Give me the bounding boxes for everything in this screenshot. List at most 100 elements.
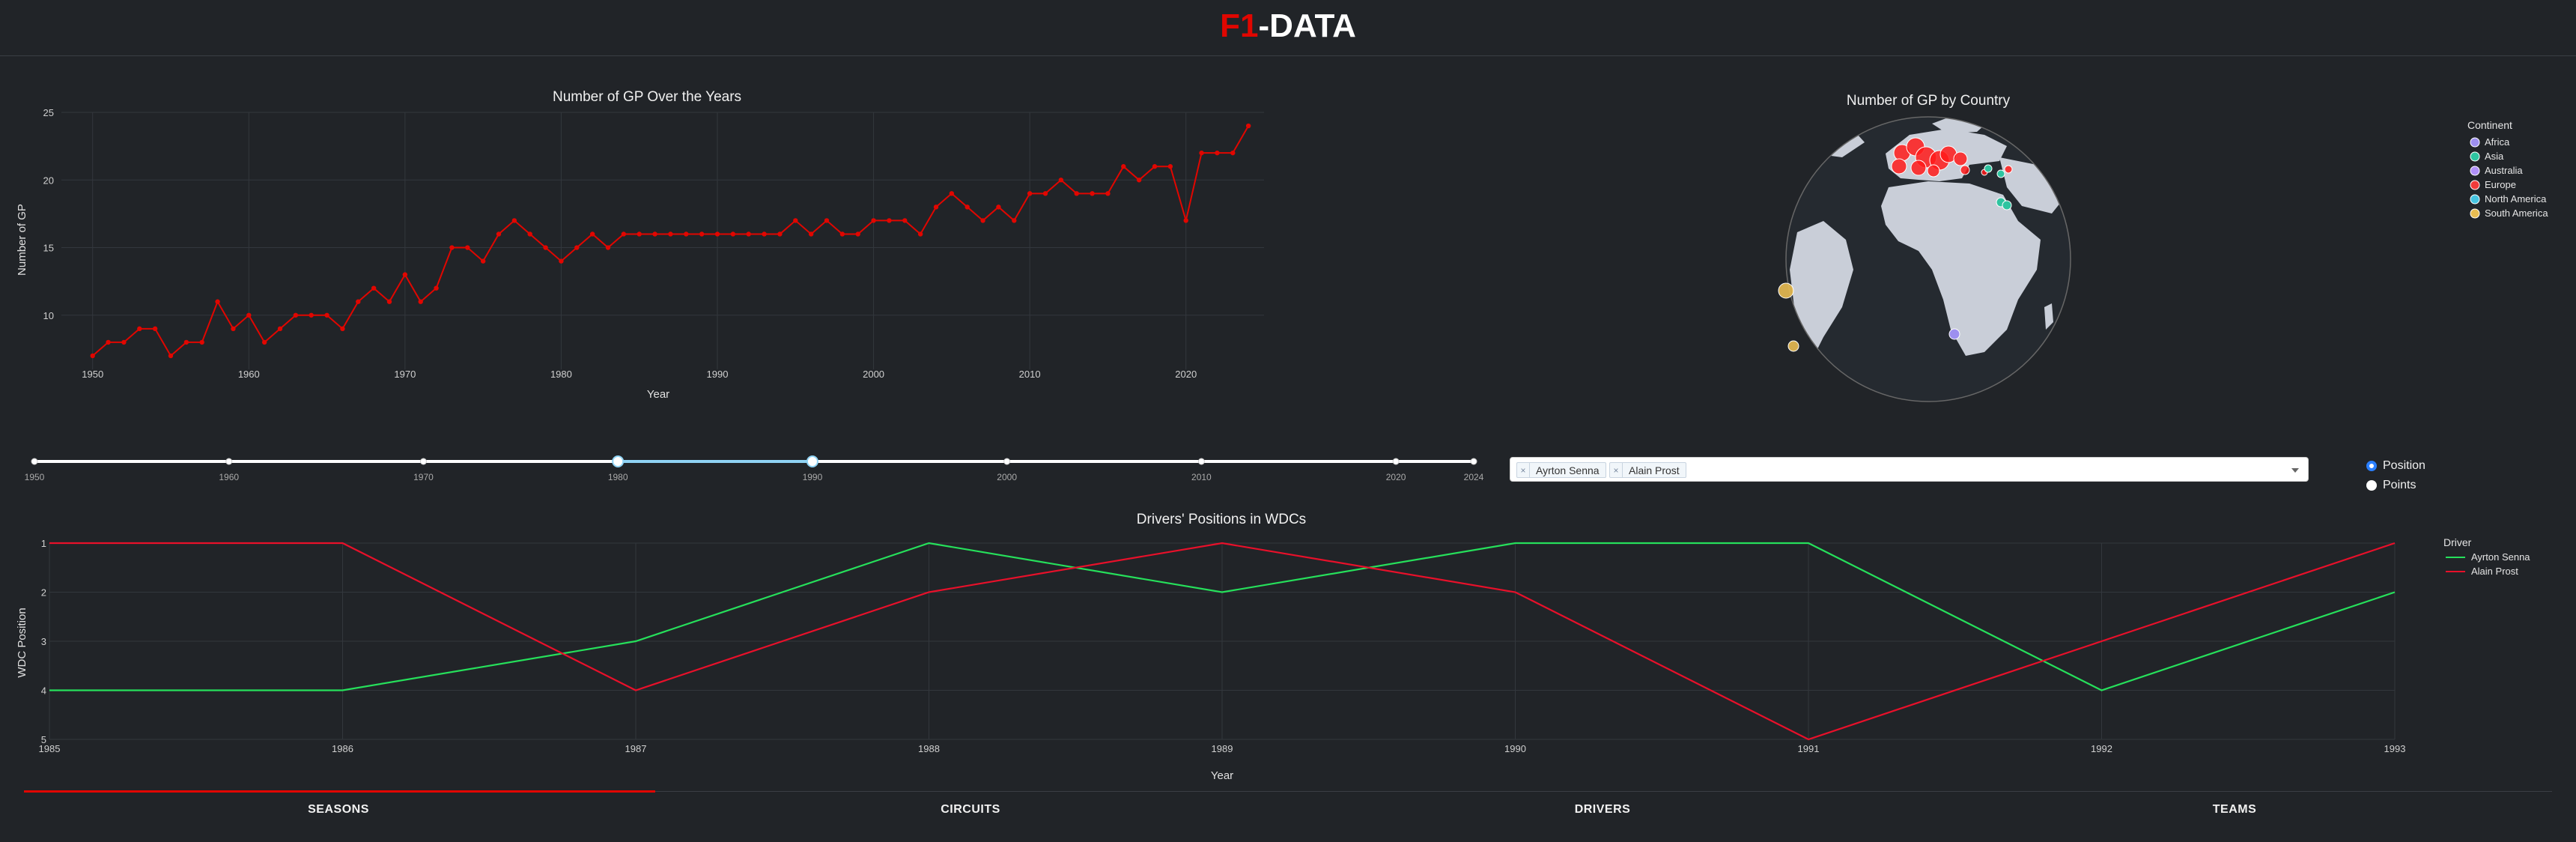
driver-chip[interactable]: × Ayrton Senna xyxy=(1516,462,1606,478)
tab-seasons[interactable]: SEASONS xyxy=(308,803,369,816)
slider-mark-label[interactable]: 2010 xyxy=(1191,472,1212,482)
wdc-series-line[interactable] xyxy=(49,542,2396,741)
gp-data-point[interactable] xyxy=(511,218,517,223)
gp-data-point[interactable] xyxy=(746,231,751,237)
tab-drivers[interactable]: DRIVERS xyxy=(1574,803,1631,816)
gp-data-point[interactable] xyxy=(137,326,142,332)
gp-data-point[interactable] xyxy=(871,218,876,223)
gp-marker-south-america[interactable] xyxy=(1778,282,1794,299)
gp-data-point[interactable] xyxy=(684,231,689,237)
gp-data-point[interactable] xyxy=(1230,150,1236,156)
gp-data-point[interactable] xyxy=(231,326,236,332)
gp-marker-south-america[interactable] xyxy=(1787,340,1799,352)
radio-selected-icon[interactable] xyxy=(2366,461,2377,471)
gp-data-point[interactable] xyxy=(1058,178,1064,183)
slider-mark-dot[interactable] xyxy=(31,458,38,465)
gp-data-point[interactable] xyxy=(980,218,985,223)
gp-data-point[interactable] xyxy=(324,312,329,318)
gp-marker[interactable] xyxy=(2004,165,2013,174)
gp-data-point[interactable] xyxy=(356,299,361,304)
gp-data-point[interactable] xyxy=(1012,218,1017,223)
gp-marker[interactable] xyxy=(1953,151,1968,166)
gp-data-point[interactable] xyxy=(1136,178,1142,183)
gp-data-point[interactable] xyxy=(465,245,470,250)
gp-data-point[interactable] xyxy=(1199,150,1204,156)
gp-data-point[interactable] xyxy=(605,245,611,250)
gp-marker[interactable] xyxy=(1910,160,1927,176)
gp-marker-asia[interactable] xyxy=(2002,200,2012,210)
gp-data-point[interactable] xyxy=(714,231,720,237)
gp-data-point[interactable] xyxy=(652,231,657,237)
gp-data-point[interactable] xyxy=(1167,164,1173,169)
gp-data-point[interactable] xyxy=(106,339,111,345)
gp-data-point[interactable] xyxy=(793,218,798,223)
gp-data-point[interactable] xyxy=(434,285,439,291)
gp-data-point[interactable] xyxy=(152,326,158,332)
driver-chip[interactable]: × Alain Prost xyxy=(1609,462,1686,478)
legend-label[interactable]: Europe xyxy=(2485,179,2516,190)
legend-label[interactable]: Australia xyxy=(2485,165,2523,176)
slider-mark-label[interactable]: 2020 xyxy=(1386,472,1406,482)
wdc-legend-label[interactable]: Ayrton Senna xyxy=(2471,551,2530,563)
gp-data-point[interactable] xyxy=(996,205,1001,210)
gp-data-point[interactable] xyxy=(933,205,939,210)
gp-data-point[interactable] xyxy=(449,245,455,250)
gp-data-point[interactable] xyxy=(480,258,486,264)
wdc-series-line[interactable] xyxy=(49,542,2396,691)
gp-data-point[interactable] xyxy=(543,245,548,250)
gp-data-point[interactable] xyxy=(589,231,595,237)
gp-data-point[interactable] xyxy=(527,231,532,237)
gp-marker-asia[interactable] xyxy=(1996,169,2005,178)
slider-mark-dot[interactable] xyxy=(419,458,427,465)
gp-data-point[interactable] xyxy=(1215,150,1220,156)
gp-data-point[interactable] xyxy=(340,326,345,332)
gp-data-point[interactable] xyxy=(121,339,127,345)
radio-unselected-icon[interactable] xyxy=(2366,480,2377,491)
gp-data-point[interactable] xyxy=(887,218,892,223)
slider-handle-end[interactable] xyxy=(806,455,818,467)
slider-mark-label[interactable]: 1980 xyxy=(608,472,628,482)
year-range-slider[interactable]: 1950 1960 1970 1980 1990 2000 2010 2020 2024 xyxy=(0,446,1498,484)
gp-data-point[interactable] xyxy=(309,312,314,318)
gp-by-country-map[interactable]: Number of GP by Country xyxy=(1722,82,2142,412)
legend-marker[interactable] xyxy=(2470,180,2480,190)
gp-data-point[interactable] xyxy=(90,353,95,359)
legend-marker[interactable] xyxy=(2470,208,2480,219)
gp-data-point[interactable] xyxy=(621,231,627,237)
gp-data-point[interactable] xyxy=(1027,191,1033,196)
legend-marker[interactable] xyxy=(2470,137,2480,148)
wdc-legend-label[interactable]: Alain Prost xyxy=(2471,566,2518,577)
gp-data-point[interactable] xyxy=(839,231,845,237)
gp-data-point[interactable] xyxy=(246,312,252,318)
slider-mark-label[interactable]: 1960 xyxy=(219,472,239,482)
slider-mark-label[interactable]: 1970 xyxy=(413,472,434,482)
gp-data-point[interactable] xyxy=(168,353,174,359)
slider-mark-label[interactable]: 1950 xyxy=(25,472,45,482)
gp-data-point[interactable] xyxy=(1152,164,1158,169)
legend-label[interactable]: Asia xyxy=(2485,151,2504,162)
gp-data-point[interactable] xyxy=(699,231,705,237)
legend-marker[interactable] xyxy=(2470,166,2480,176)
legend-marker[interactable] xyxy=(2470,151,2480,162)
gp-data-point[interactable] xyxy=(777,231,783,237)
legend-label[interactable]: North America xyxy=(2485,193,2547,205)
gp-data-point[interactable] xyxy=(808,231,814,237)
gp-data-point[interactable] xyxy=(637,231,642,237)
legend-marker[interactable] xyxy=(2470,194,2480,205)
radio-position[interactable]: Position xyxy=(2366,459,2425,473)
gp-data-point[interactable] xyxy=(855,231,860,237)
gp-data-point[interactable] xyxy=(183,339,189,345)
gp-data-point[interactable] xyxy=(824,218,830,223)
gp-marker[interactable] xyxy=(1960,165,1970,175)
gp-data-point[interactable] xyxy=(402,272,408,277)
legend-label[interactable]: Africa xyxy=(2485,136,2510,148)
gp-data-point[interactable] xyxy=(902,218,908,223)
europe-gp-markers[interactable] xyxy=(1891,137,2013,178)
gp-data-point[interactable] xyxy=(371,285,377,291)
gp-data-point[interactable] xyxy=(418,299,423,304)
driver-select-dropdown[interactable]: × Ayrton Senna × Alain Prost xyxy=(1510,457,2309,482)
gp-marker[interactable] xyxy=(1927,164,1940,178)
gp-data-point[interactable] xyxy=(496,231,502,237)
gp-data-point[interactable] xyxy=(559,258,564,264)
legend-label[interactable]: South America xyxy=(2485,208,2548,219)
